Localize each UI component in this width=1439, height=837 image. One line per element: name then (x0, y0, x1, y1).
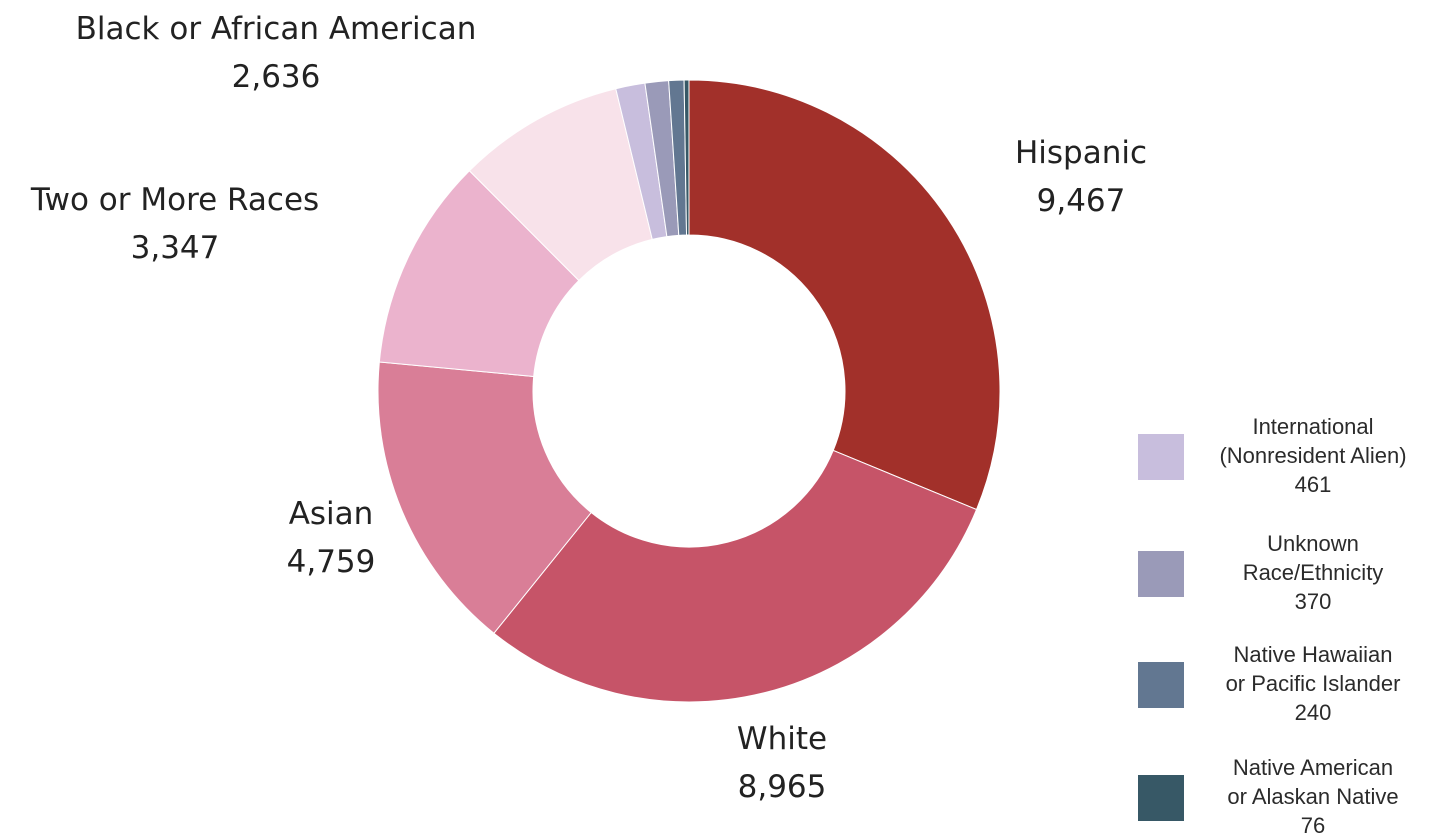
legend-value-native-hawaiian-or-pacific-islander: 240 (1295, 700, 1332, 725)
legend-label-native-american-or-alaskan-native-line2: or Alaskan Native (1227, 784, 1398, 809)
slice-hispanic (688, 79, 1001, 511)
label-black-or-african-american-value: 2,636 (232, 59, 321, 95)
label-white-name: White (737, 721, 827, 757)
legend-label-international-nonresident-alien-line2: (Nonresident Alien) (1219, 443, 1406, 468)
label-asian-name: Asian (289, 496, 374, 532)
legend-label-native-american-or-alaskan-native-line1: Native American (1233, 755, 1393, 780)
legend: International (Nonresident Alien) 461 Unkno… (1138, 414, 1407, 837)
legend-label-native-hawaiian-or-pacific-islander-line2: or Pacific Islander (1226, 671, 1401, 696)
slice-labels: Hispanic 9,467 White 8,965 Asian 4,759 Two or … (30, 11, 1147, 805)
label-two-or-more-races-name: Two or More Races (30, 182, 319, 218)
slice-asian (377, 361, 592, 634)
legend-swatch-native-hawaiian-or-pacific-islander (1138, 662, 1184, 708)
legend-label-native-hawaiian-or-pacific-islander-line1: Native Hawaiian (1234, 642, 1393, 667)
slice-white (493, 449, 978, 703)
label-black-or-african-american-name: Black or African American (76, 11, 477, 47)
label-asian-value: 4,759 (287, 544, 376, 580)
legend-value-unknown-race-ethnicity: 370 (1295, 589, 1332, 614)
label-hispanic-value: 9,467 (1037, 183, 1126, 219)
legend-swatch-unknown-race-ethnicity (1138, 551, 1184, 597)
label-two-or-more-races-value: 3,347 (131, 230, 220, 266)
donut-slices (377, 79, 1001, 703)
legend-swatch-international-nonresident-alien (1138, 434, 1184, 480)
label-hispanic-name: Hispanic (1015, 135, 1147, 171)
legend-label-unknown-race-ethnicity-line1: Unknown (1267, 531, 1359, 556)
legend-value-international-nonresident-alien: 461 (1295, 472, 1332, 497)
slice-native-american-or-alaskan-native (683, 79, 690, 236)
legend-value-native-american-or-alaskan-native: 76 (1301, 813, 1325, 837)
legend-label-unknown-race-ethnicity-line2: Race/Ethnicity (1243, 560, 1384, 585)
legend-swatch-native-american-or-alaskan-native (1138, 775, 1184, 821)
legend-label-international-nonresident-alien-line1: International (1252, 414, 1373, 439)
label-white-value: 8,965 (738, 769, 827, 805)
